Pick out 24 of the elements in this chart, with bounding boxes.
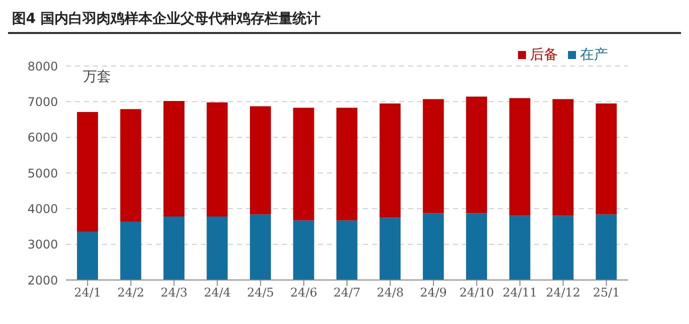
x-tick-label: 24/7	[334, 286, 360, 300]
x-tick-label: 24/6	[290, 286, 318, 300]
x-tick-label: 24/9	[420, 286, 447, 300]
x-tick-label: 25/1	[592, 286, 620, 300]
x-tick-label: 24/2	[117, 286, 144, 300]
y-tick-label: 8000	[27, 59, 58, 74]
x-tick-label: 24/11	[502, 286, 538, 300]
y-tick-label: 3000	[27, 238, 58, 252]
x-tick-label: 24/4	[204, 286, 232, 300]
y-tick-label: 4000	[27, 202, 58, 216]
legend-label: 在产	[580, 47, 608, 63]
y-tick-label: 2000	[27, 273, 58, 288]
x-tick-label: 24/12	[546, 286, 580, 300]
x-tick-label: 24/8	[376, 286, 404, 300]
legend-label: 后备	[530, 47, 558, 63]
x-tick-label: 24/10	[459, 286, 494, 300]
x-tick-label: 24/3	[160, 286, 188, 300]
x-tick-label: 24/1	[74, 286, 102, 300]
y-axis-title: 万套	[83, 68, 111, 86]
x-tick-label: 24/5	[247, 286, 274, 300]
chart-title: 图4 国内白羽肉鸡样本企业父母代种鸡存栏量统计	[8, 8, 681, 34]
y-tick-label: 5000	[27, 166, 58, 180]
y-tick-label: 6000	[27, 130, 58, 145]
y-tick-label: 7000	[27, 94, 58, 109]
